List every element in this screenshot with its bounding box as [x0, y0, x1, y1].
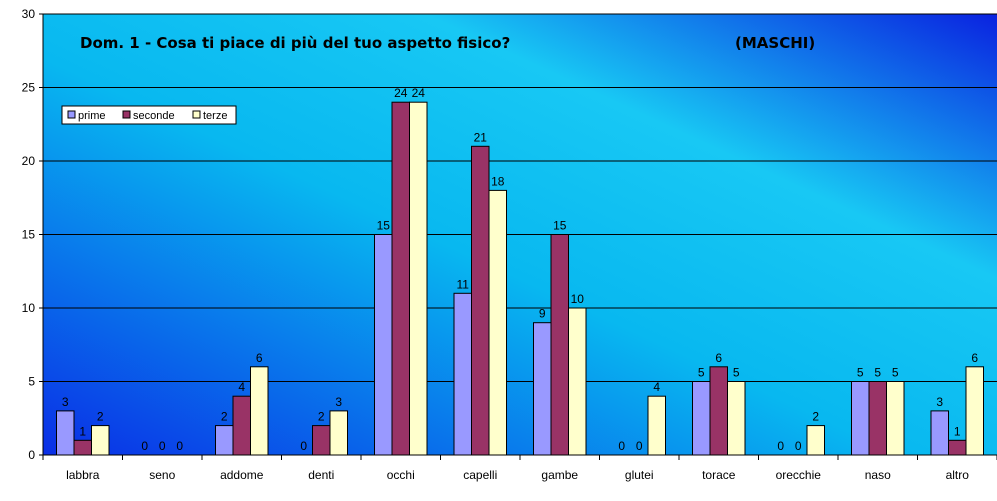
data-label-terze-naso: 5: [892, 366, 899, 380]
bar-seconde-gambe: [550, 234, 569, 456]
data-label-seconde-naso: 5: [874, 366, 881, 380]
data-label-terze-torace: 5: [733, 366, 740, 380]
data-label-seconde-seno: 0: [159, 439, 166, 453]
bar-terze-altro: [965, 366, 984, 456]
legend-swatch-prime: [67, 110, 76, 119]
y-tick-label: 30: [22, 7, 36, 21]
x-tick-label-altro: altro: [946, 468, 970, 482]
data-label-terze-denti: 3: [335, 395, 342, 409]
data-label-seconde-gambe: 15: [553, 219, 567, 233]
data-label-terze-orecchie: 2: [812, 410, 819, 424]
data-label-terze-altro: 6: [971, 351, 978, 365]
data-label-prime-capelli: 11: [457, 277, 470, 291]
data-label-seconde-orecchie: 0: [795, 439, 802, 453]
data-label-prime-occhi: 15: [377, 219, 391, 233]
data-label-terze-gambe: 10: [571, 292, 585, 306]
y-tick-label: 25: [22, 81, 36, 95]
legend-label-seconde: seconde: [133, 110, 175, 122]
chart-subtitle: (MASCHI): [735, 34, 815, 52]
data-label-prime-glutei: 0: [618, 439, 625, 453]
data-label-terze-glutei: 4: [653, 380, 660, 394]
x-tick-label-naso: naso: [865, 468, 891, 482]
x-tick-label-addome: addome: [220, 468, 264, 482]
data-label-prime-seno: 0: [141, 439, 148, 453]
data-label-terze-occhi: 24: [412, 86, 426, 100]
x-tick-label-capelli: capelli: [463, 468, 497, 482]
bar-prime-torace: [692, 381, 711, 456]
data-label-terze-addome: 6: [256, 351, 263, 365]
data-label-prime-torace: 5: [698, 366, 705, 380]
bar-terze-gambe: [568, 307, 587, 456]
x-tick-label-occhi: occhi: [387, 468, 415, 482]
x-tick-label-seno: seno: [149, 468, 175, 482]
bar-terze-glutei: [647, 395, 666, 456]
bar-seconde-denti: [312, 425, 331, 456]
legend-swatch-terze: [192, 110, 201, 119]
bar-prime-labbra: [56, 410, 75, 456]
data-label-prime-gambe: 9: [539, 307, 546, 321]
bar-prime-naso: [851, 381, 870, 456]
data-label-seconde-capelli: 21: [474, 130, 488, 144]
x-tick-label-torace: torace: [702, 468, 736, 482]
data-label-terze-seno: 0: [176, 439, 183, 453]
bar-terze-denti: [329, 410, 348, 456]
x-tick-label-denti: denti: [308, 468, 334, 482]
bar-seconde-occhi: [391, 101, 410, 456]
x-tick-label-labbra: labbra: [66, 468, 100, 482]
legend: prime seconde terze: [61, 105, 237, 125]
data-label-prime-orecchie: 0: [777, 439, 784, 453]
bar-terze-torace: [727, 381, 746, 456]
data-label-terze-labbra: 2: [97, 410, 104, 424]
data-label-terze-capelli: 18: [491, 174, 505, 188]
legend-label-terze: terze: [203, 110, 227, 122]
legend-swatch-seconde: [122, 110, 131, 119]
bar-terze-labbra: [91, 425, 110, 456]
y-tick-label: 20: [22, 154, 36, 168]
bar-seconde-naso: [868, 381, 887, 456]
legend-label-prime: prime: [78, 110, 106, 122]
data-label-seconde-occhi: 24: [394, 86, 408, 100]
data-label-seconde-addome: 4: [238, 380, 245, 394]
data-label-prime-labbra: 3: [62, 395, 69, 409]
bar-seconde-labbra: [73, 439, 92, 456]
data-label-seconde-altro: 1: [954, 424, 961, 438]
data-label-prime-denti: 0: [300, 439, 307, 453]
bar-prime-capelli: [453, 292, 472, 456]
bar-terze-occhi: [409, 101, 428, 456]
bar-seconde-torace: [709, 366, 728, 456]
x-tick-label-gambe: gambe: [541, 468, 578, 482]
data-label-prime-altro: 3: [936, 395, 943, 409]
y-tick-label: 15: [22, 228, 36, 242]
bar-terze-addome: [250, 366, 269, 456]
data-label-prime-addome: 2: [221, 410, 228, 424]
x-tick-label-glutei: glutei: [625, 468, 654, 482]
bar-seconde-addome: [232, 395, 251, 456]
y-tick-label: 10: [22, 301, 36, 315]
bar-prime-gambe: [533, 322, 552, 456]
data-label-seconde-glutei: 0: [636, 439, 643, 453]
data-label-seconde-labbra: 1: [79, 424, 86, 438]
bar-prime-altro: [930, 410, 949, 456]
bar-seconde-capelli: [471, 145, 490, 456]
bar-prime-occhi: [374, 234, 393, 456]
bar-prime-addome: [215, 425, 234, 456]
data-label-seconde-denti: 2: [318, 410, 325, 424]
bar-terze-naso: [886, 381, 905, 456]
x-tick-label-orecchie: orecchie: [776, 468, 822, 482]
bar-terze-orecchie: [806, 425, 825, 456]
data-label-seconde-torace: 6: [715, 351, 722, 365]
chart-title: Dom. 1 - Cosa ti piace di più del tuo as…: [80, 34, 510, 52]
y-tick-label: 5: [28, 375, 35, 389]
bar-seconde-altro: [948, 439, 967, 456]
bar-terze-capelli: [488, 189, 507, 456]
y-tick-label: 0: [28, 448, 35, 462]
data-label-prime-naso: 5: [857, 366, 864, 380]
